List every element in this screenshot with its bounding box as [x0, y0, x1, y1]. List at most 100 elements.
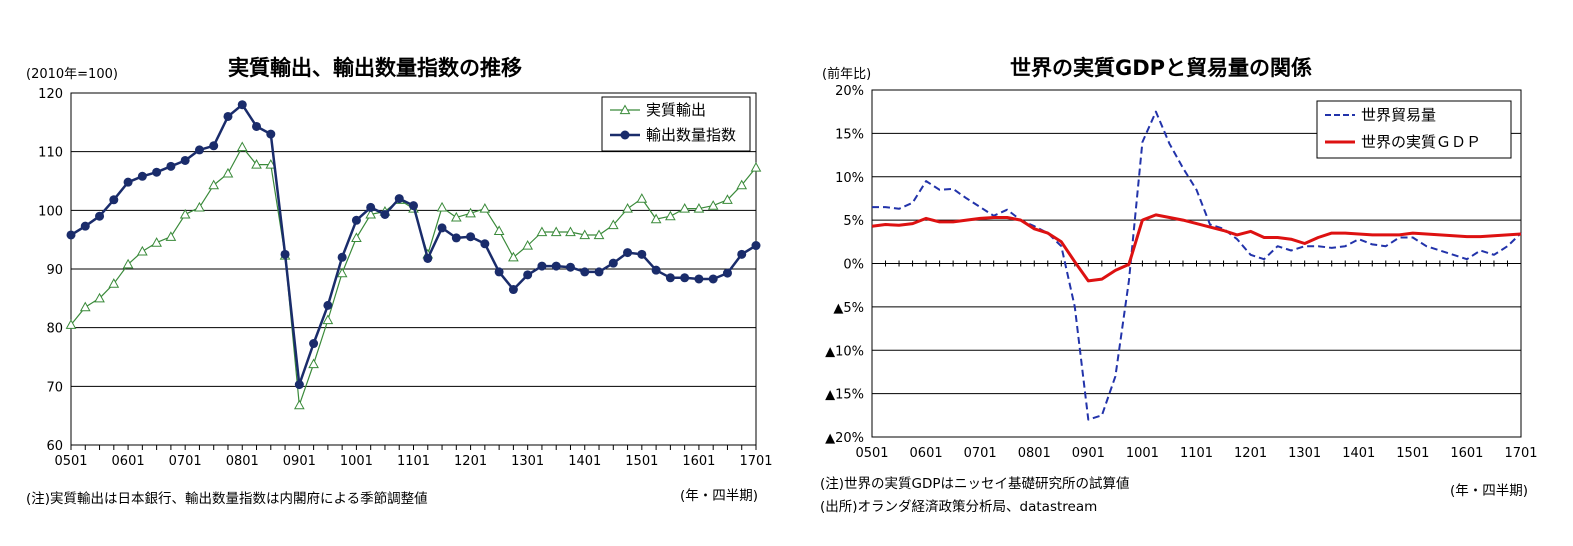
x-tick-label: 1601 — [682, 454, 715, 469]
y-tick-label: 90 — [46, 263, 63, 278]
x-tick-label: 1301 — [1288, 446, 1321, 461]
data-point-series-2 — [351, 215, 361, 225]
data-point-series-1 — [536, 226, 548, 237]
x-tick-label: 1501 — [1396, 446, 1429, 461]
data-point-series-1 — [693, 203, 705, 213]
x-tick-label: 1301 — [511, 454, 544, 469]
data-point-series-1 — [722, 194, 733, 204]
legend-swatch-marker — [619, 104, 631, 115]
data-point-series-2 — [380, 209, 390, 219]
data-point-series-2 — [180, 155, 190, 165]
x-tick-label: 1501 — [625, 454, 658, 469]
y-tick-label: 20% — [835, 84, 864, 99]
data-point-series-1 — [165, 231, 177, 241]
data-point-series-1 — [322, 314, 334, 325]
right-footnote: (注)世界の実質GDPはニッセイ基礎研究所の試算値 — [820, 476, 1130, 492]
data-point-series-2 — [66, 230, 76, 240]
right-unit-label: (前年比) — [822, 67, 872, 82]
right-chart-title: 世界の実質GDPと貿易量の関係 — [1010, 56, 1313, 80]
data-point-series-1 — [450, 211, 462, 222]
legend-swatch-marker — [620, 130, 630, 140]
data-point-series-2 — [109, 195, 119, 205]
data-point-series-2 — [95, 211, 105, 221]
y-tick-label: 70 — [46, 380, 63, 395]
data-point-series-2 — [137, 171, 147, 181]
right-source: (出所)オランダ経済政策分析局、datastream — [820, 499, 1098, 515]
data-point-series-1 — [137, 245, 148, 256]
data-point-series-2 — [237, 100, 247, 110]
data-point-series-1 — [251, 159, 262, 169]
data-point-series-1 — [607, 219, 619, 230]
data-point-series-1 — [550, 226, 562, 237]
data-point-series-1 — [665, 210, 676, 221]
data-point-series-1 — [622, 203, 633, 213]
y-tick-label: 0% — [843, 258, 864, 273]
legend-label: 実質輸出 — [646, 101, 706, 119]
data-point-series-2 — [466, 232, 476, 242]
y-tick-label: 110 — [38, 146, 63, 161]
data-point-series-2 — [637, 249, 647, 259]
data-point-series-2 — [623, 248, 633, 258]
data-point-series-2 — [80, 221, 90, 231]
data-point-series-2 — [337, 252, 347, 262]
data-point-series-2 — [551, 261, 561, 271]
data-point-series-1 — [465, 207, 476, 218]
data-point-series-2 — [665, 273, 675, 283]
legend-label: 輸出数量指数 — [646, 126, 736, 144]
right-period-label: (年・四半期) — [1450, 483, 1529, 499]
data-point-series-2 — [266, 129, 276, 139]
y-tick-label: ▲20% — [825, 431, 864, 446]
data-point-series-2 — [409, 201, 418, 211]
data-point-series-2 — [680, 273, 690, 283]
data-point-series-1 — [208, 179, 220, 190]
x-tick-label: 1101 — [1180, 446, 1213, 461]
x-tick-label: 1201 — [454, 454, 487, 469]
x-tick-label: 1101 — [397, 454, 430, 469]
data-point-series-2 — [708, 274, 718, 284]
left-period-label: (年・四半期) — [680, 488, 759, 504]
data-point-series-1 — [293, 399, 305, 410]
data-point-series-2 — [651, 265, 661, 275]
data-point-series-1 — [122, 258, 134, 269]
x-tick-label: 1601 — [1450, 446, 1483, 461]
data-point-series-2 — [565, 262, 575, 272]
data-point-series-2 — [580, 267, 590, 277]
series-line-1 — [70, 146, 757, 406]
data-point-series-2 — [252, 121, 262, 131]
data-point-series-1 — [365, 208, 377, 219]
y-tick-label: 80 — [46, 322, 63, 337]
data-point-series-2 — [309, 339, 319, 349]
x-tick-label: 0701 — [964, 446, 997, 461]
data-point-series-2 — [209, 141, 219, 151]
left-footnote: (注)実質輸出は日本銀行、輸出数量指数は内閣府による季節調整値 — [26, 491, 428, 507]
x-tick-label: 0601 — [910, 446, 943, 461]
x-tick-label: 0901 — [1072, 446, 1105, 461]
data-point-series-2 — [537, 261, 547, 271]
data-point-series-2 — [437, 223, 447, 233]
data-point-series-1 — [108, 278, 120, 288]
y-tick-label: 60 — [46, 439, 63, 454]
x-tick-label: 0701 — [169, 454, 202, 469]
left-chart-svg: 60 70 80 90 100 110 120 0501 0601 0701 0801 0901 100… — [38, 87, 772, 469]
data-point-series-1 — [736, 179, 748, 190]
data-point-series-1 — [308, 358, 319, 369]
data-point-series-1 — [593, 229, 605, 240]
data-point-series-1 — [750, 161, 762, 172]
data-point-series-1 — [650, 213, 662, 224]
data-point-series-2 — [508, 285, 518, 295]
y-tick-label: 5% — [843, 214, 864, 229]
left-chart-title: 実質輸出、輸出数量指数の推移 — [228, 56, 522, 80]
data-point-series-2 — [722, 268, 732, 278]
x-tick-label: 0601 — [112, 454, 145, 469]
y-tick-label: ▲5% — [833, 301, 864, 316]
x-tick-label: 0901 — [283, 454, 316, 469]
y-tick-label: 100 — [38, 204, 63, 219]
data-point-series-2 — [608, 258, 618, 268]
data-point-series-1 — [493, 225, 505, 235]
data-point-series-2 — [751, 241, 761, 251]
x-tick-label: 1401 — [1342, 446, 1375, 461]
data-point-series-2 — [451, 233, 461, 243]
series-line-2 — [871, 213, 1522, 283]
y-tick-label: ▲15% — [825, 388, 864, 403]
x-tick-label: 0801 — [1018, 446, 1051, 461]
